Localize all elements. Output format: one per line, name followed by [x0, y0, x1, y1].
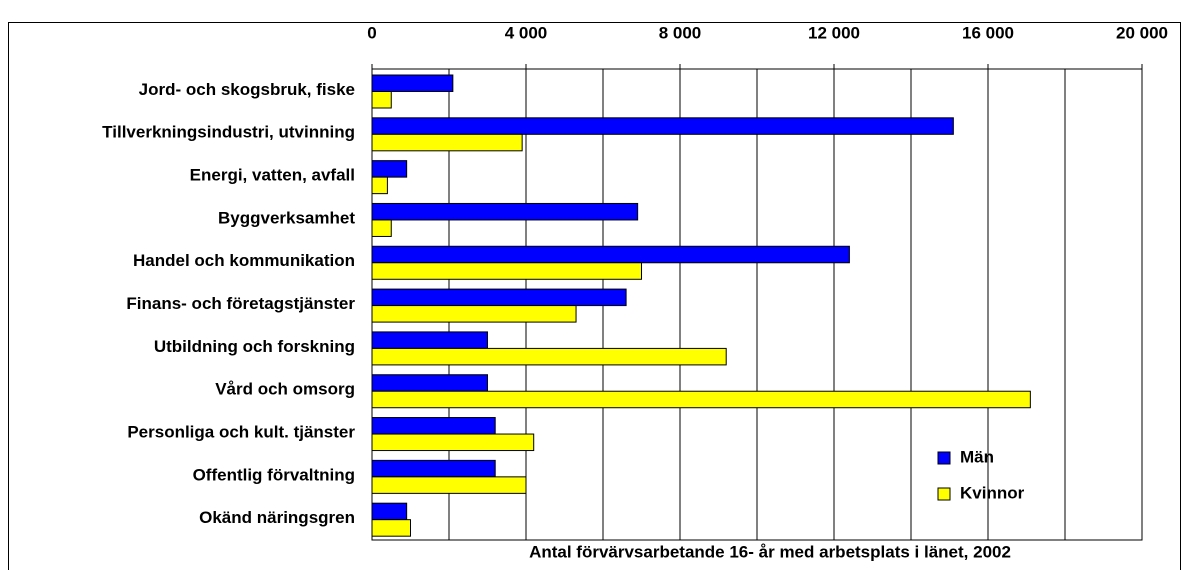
bar: [371, 519, 411, 537]
y-tick-label: Handel och kommunikation: [133, 251, 355, 270]
y-tick-label: Utbildning och forskning: [154, 337, 355, 356]
bar: [371, 288, 627, 307]
bar: [371, 133, 523, 152]
bar: [371, 245, 850, 264]
x-tick-label: 8 000: [659, 23, 702, 42]
y-tick-label: Vård och omsorg: [215, 380, 355, 399]
bar: [371, 374, 488, 392]
legend-label: Män: [960, 447, 994, 466]
x-tick-label: 12 000: [808, 23, 860, 42]
bar: [371, 347, 727, 366]
bar: [371, 459, 496, 478]
bar: [371, 476, 527, 494]
bar: [371, 91, 392, 109]
bar: [371, 117, 954, 135]
y-tick-label: Finans- och företagstjänster: [126, 294, 355, 313]
legend-label: Kvinnor: [960, 483, 1025, 502]
bar: [371, 74, 454, 92]
bar: [371, 219, 392, 237]
bar: [371, 417, 496, 435]
bar: [371, 433, 535, 452]
y-tick-label: Energi, vatten, avfall: [190, 166, 355, 185]
y-tick-label: Personliga och kult. tjänster: [127, 422, 355, 441]
x-tick-label: 4 000: [505, 23, 548, 42]
x-axis-title: Antal förvärvsarbetande 16- år med arbet…: [529, 542, 1011, 561]
chart-border: [8, 22, 1181, 570]
x-tick-label: 20 000: [1116, 23, 1168, 42]
bar: [371, 390, 1031, 409]
y-tick-label: Offentlig förvaltning: [193, 465, 355, 484]
bar: [371, 262, 642, 280]
y-tick-label: Okänd näringsgren: [199, 508, 355, 527]
bar: [371, 502, 408, 521]
y-tick-label: Tillverkningsindustri, utvinning: [102, 123, 355, 142]
y-tick-label: Byggverksamhet: [218, 208, 355, 227]
x-tick-label: 0: [367, 23, 376, 42]
bar: [371, 331, 488, 349]
y-tick-label: Jord- och skogsbruk, fiske: [139, 80, 355, 99]
bar: [371, 176, 388, 195]
bar: [371, 202, 639, 221]
x-tick-label: 16 000: [962, 23, 1014, 42]
bar: [371, 160, 408, 178]
legend-swatch: [937, 487, 951, 501]
legend-swatch: [937, 451, 951, 465]
bar: [371, 305, 577, 323]
